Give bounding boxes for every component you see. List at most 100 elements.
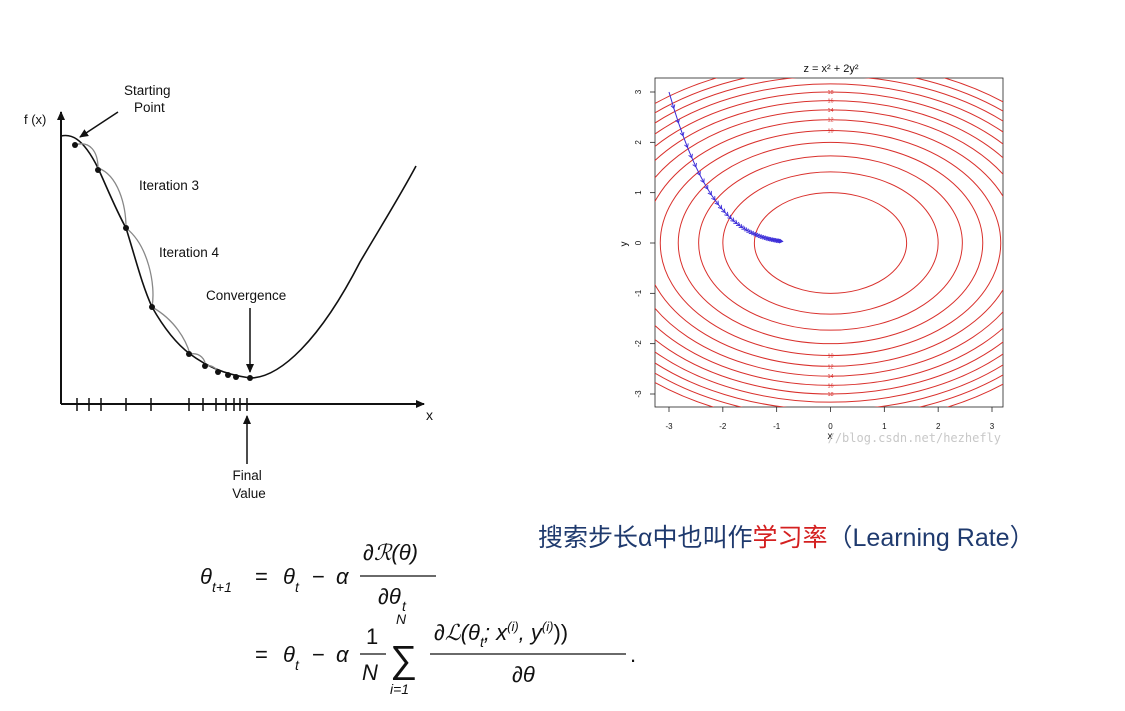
contour-label: 10 bbox=[827, 354, 833, 360]
plot-y-ticks: -3 -2 -1 0 1 2 3 bbox=[634, 89, 655, 398]
descent-step-arrow bbox=[724, 211, 729, 217]
descent-step-arrow bbox=[692, 162, 697, 168]
iteration-arcs bbox=[74, 143, 219, 373]
contour-z8 bbox=[677, 141, 984, 345]
contour-label: 18 bbox=[827, 392, 833, 398]
eq-frac2-den: N bbox=[362, 660, 378, 685]
descent-step-arrow bbox=[757, 233, 763, 239]
contour-z10 bbox=[659, 129, 1002, 357]
descent-step-arrow bbox=[711, 196, 716, 201]
descent-step-arrow bbox=[700, 178, 705, 184]
starting-point-arrow bbox=[79, 111, 119, 138]
descent-step-arrow bbox=[761, 234, 767, 240]
x-axis-label: x bbox=[426, 407, 433, 423]
descent-step-arrow bbox=[684, 143, 689, 149]
contour-z4 bbox=[722, 171, 939, 315]
caption-alpha: α bbox=[638, 524, 653, 552]
descent-step-arrow bbox=[696, 171, 701, 176]
contour-label: 14 bbox=[827, 374, 833, 380]
contour-lines bbox=[655, 78, 1003, 407]
eq-sum-sigma: ∑ bbox=[390, 639, 417, 681]
contour-z2 bbox=[753, 192, 908, 294]
contour-z18 bbox=[655, 91, 1003, 395]
contour-label: 16 bbox=[827, 99, 833, 105]
x-tick-label: 3 bbox=[990, 422, 995, 431]
descent-step-arrow bbox=[770, 237, 776, 243]
eq-frac1-num: ∂ℛ(θ) bbox=[363, 540, 418, 565]
x-tick-label: -2 bbox=[719, 422, 727, 431]
descent-step-arrow bbox=[717, 204, 723, 210]
y-tick-label: -1 bbox=[634, 289, 643, 297]
descent-step-arrow bbox=[688, 153, 693, 159]
x-tick-label: 2 bbox=[936, 422, 941, 431]
contour-label: 10 bbox=[827, 128, 833, 134]
descent-step-arrow bbox=[743, 227, 749, 232]
y-tick-label: 0 bbox=[634, 240, 643, 245]
final-value-label: Final Value bbox=[232, 468, 266, 501]
caption-paren-open: （ bbox=[827, 523, 853, 552]
x-tick-label: 1 bbox=[882, 422, 887, 431]
watermark: //blog.csdn.net/hezhefly bbox=[828, 431, 1001, 445]
iteration-points bbox=[72, 142, 253, 381]
descent-step-arrow bbox=[735, 221, 741, 227]
eq-frac1-den-sub: t bbox=[402, 598, 407, 614]
y-tick-label: 2 bbox=[634, 140, 643, 145]
eq-alpha-2: α bbox=[336, 642, 350, 667]
descent-step-arrow bbox=[675, 118, 680, 124]
descent-step-arrow bbox=[733, 219, 738, 225]
y-tick-label: 3 bbox=[634, 89, 643, 94]
plot-title: z = x² + 2y² bbox=[803, 63, 858, 75]
update-equation: θ t+1 = θ t − α ∂ℛ(θ) ∂θ t = θ t − α 1 N… bbox=[200, 540, 636, 697]
descent-step-arrow bbox=[751, 230, 756, 236]
learning-rate-caption: 搜索步长α中也叫作学习率（Learning Rate） bbox=[538, 518, 1035, 554]
descent-step-arrow bbox=[775, 238, 781, 243]
descent-step-arrow bbox=[727, 214, 732, 220]
y-tick-label: -3 bbox=[634, 390, 643, 398]
eq-theta-t: θ bbox=[283, 564, 295, 589]
plot-x-ticks: -3 -2 -1 0 1 2 3 bbox=[665, 407, 995, 431]
descent-step-arrow bbox=[707, 190, 712, 196]
descent-step-arrow bbox=[772, 237, 778, 243]
plot-frame bbox=[654, 77, 1004, 408]
eq-frac1-den: ∂θ bbox=[378, 584, 401, 609]
y-tick-label: -2 bbox=[634, 340, 643, 348]
convergence-label: Convergence bbox=[206, 288, 286, 303]
descent-step-arrow bbox=[763, 235, 769, 241]
contour-value-labels: 18 18 16 16 14 14 12 12 10 10 bbox=[827, 90, 833, 398]
eq-sum-bottom: i=1 bbox=[390, 681, 409, 697]
y-tick-label: 1 bbox=[634, 190, 643, 195]
descent-path bbox=[668, 91, 784, 244]
eq-theta-t-sub: t bbox=[295, 579, 300, 595]
eq-lhs: θ bbox=[200, 564, 212, 589]
descent-step-arrow bbox=[741, 225, 747, 230]
descent-step-arrow bbox=[730, 217, 735, 222]
x-tick-label: 0 bbox=[828, 422, 833, 431]
eq-frac3-den: ∂θ bbox=[512, 662, 535, 687]
eq-lhs-sub: t+1 bbox=[212, 579, 232, 595]
descent-step-arrow bbox=[748, 229, 754, 235]
contour-z16 bbox=[655, 100, 1003, 386]
iteration-4-label: Iteration 4 bbox=[159, 245, 220, 260]
eq-minus-1: − bbox=[312, 564, 325, 589]
eq-period: . bbox=[630, 642, 636, 667]
descent-step-arrow bbox=[670, 104, 676, 110]
caption-english: Learning Rate bbox=[852, 524, 1010, 552]
eq-sum-top: N bbox=[396, 611, 407, 627]
descent-step-arrow bbox=[721, 208, 726, 214]
iteration-3-label: Iteration 3 bbox=[139, 178, 199, 193]
contour-z6 bbox=[698, 155, 963, 331]
contour-label: 12 bbox=[827, 118, 833, 124]
contour-z14 bbox=[655, 109, 1003, 377]
descent-step-arrow bbox=[753, 231, 759, 237]
descent-step-arrow bbox=[738, 223, 744, 229]
caption-paren-close: ） bbox=[1009, 523, 1035, 552]
descent-step-arrow bbox=[759, 234, 765, 239]
caption-highlight: 学习率 bbox=[752, 523, 828, 552]
gradient-descent-diagram: f (x) x Starting Point Iteration 3 Itera… bbox=[24, 83, 433, 501]
descent-step-arrow bbox=[704, 185, 709, 190]
eq-theta-t-2: θ bbox=[283, 642, 295, 667]
descent-step-arrow bbox=[778, 238, 784, 244]
descent-step-arrow bbox=[714, 200, 719, 206]
contour-z20 bbox=[655, 83, 1003, 403]
